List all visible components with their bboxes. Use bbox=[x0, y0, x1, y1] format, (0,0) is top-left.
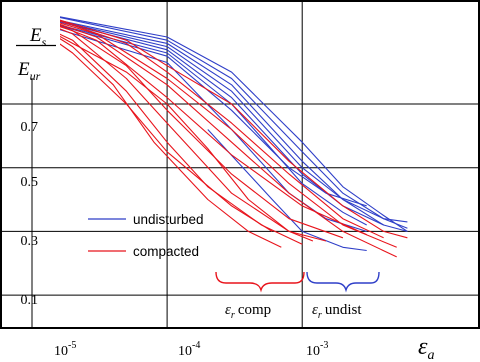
undisturbed-curve-3 bbox=[31, 14, 408, 223]
compacted-curve-18 bbox=[31, 20, 314, 242]
x-tick-label: 10-3 bbox=[306, 340, 328, 359]
y-tick-label: 0.5 bbox=[21, 175, 39, 190]
series-group bbox=[31, 11, 408, 258]
annotation-comp: εr comp bbox=[225, 302, 271, 321]
undisturbed-curve-4 bbox=[31, 14, 384, 226]
annotation-undist: εr undist bbox=[312, 302, 362, 321]
x-tick-label: 10-4 bbox=[178, 340, 200, 359]
compacted-curve-9 bbox=[31, 11, 408, 239]
compacted-curve-12 bbox=[31, 14, 397, 258]
compacted-curve-10 bbox=[31, 11, 384, 239]
x-tick-label: 10-5 bbox=[54, 340, 76, 359]
brace-comp bbox=[215, 271, 305, 293]
brace-undist bbox=[306, 271, 380, 293]
undisturbed-curve-5 bbox=[31, 17, 367, 226]
y-tick-label: 0.1 bbox=[21, 293, 39, 308]
x-axis-label: εa bbox=[418, 334, 434, 362]
undisturbed-curve-0 bbox=[31, 11, 408, 232]
y-axis-label: Es Eur bbox=[2, 2, 60, 83]
compacted-curve-11 bbox=[31, 14, 397, 248]
legend-label-compacted: compacted bbox=[133, 244, 199, 259]
compacted-curve-17 bbox=[31, 20, 282, 248]
y-tick-label: 0.7 bbox=[21, 120, 39, 135]
legend: undisturbed compacted bbox=[88, 212, 204, 259]
compacted-curve-13 bbox=[31, 14, 367, 236]
compacted-curve-14 bbox=[31, 17, 344, 239]
legend-label-undisturbed: undisturbed bbox=[133, 212, 204, 227]
y-tick-label: 0.3 bbox=[21, 234, 39, 249]
compacted-curve-19 bbox=[31, 23, 273, 232]
undisturbed-curve-8 bbox=[207, 129, 367, 252]
undisturbed-curve-6 bbox=[31, 17, 367, 207]
